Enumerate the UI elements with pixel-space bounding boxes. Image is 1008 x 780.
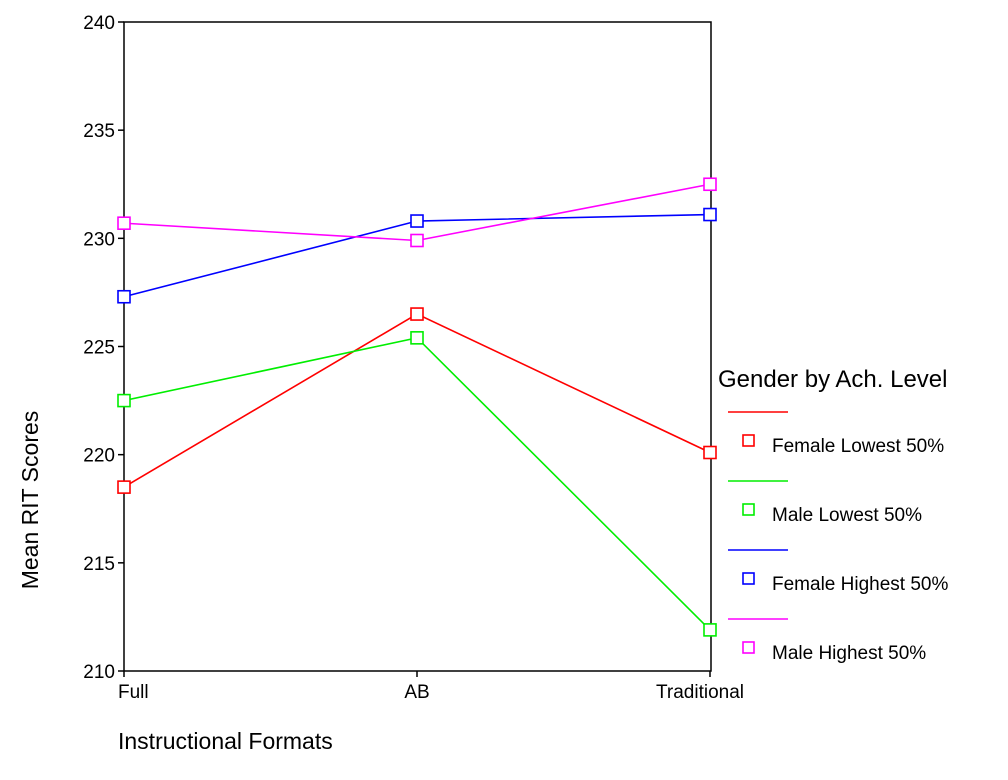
series-group <box>117 307 717 494</box>
plot-frame <box>123 21 712 672</box>
legend-marker-swatch <box>742 641 755 654</box>
series-marker <box>703 177 717 192</box>
x-tick-label: AB <box>404 682 429 703</box>
series-line <box>123 336 711 631</box>
y-tick-label: 220 <box>83 446 115 467</box>
series-group <box>117 207 717 304</box>
legend: Gender by Ach. Level Female Lowest 50% Ma… <box>718 366 948 664</box>
series-marker <box>410 214 424 228</box>
legend-marker-swatch <box>742 572 755 585</box>
series-marker <box>703 623 717 637</box>
legend-marker-swatch <box>742 503 755 516</box>
y-tick-label: 215 <box>83 554 115 575</box>
legend-label: Female Highest 50% <box>772 574 948 595</box>
series-group <box>117 331 717 637</box>
legend-label: Male Lowest 50% <box>772 505 922 526</box>
series-marker <box>410 233 424 248</box>
legend-entry: Male Lowest 50% <box>728 480 922 526</box>
series-marker <box>703 207 717 222</box>
y-tick-label: 230 <box>83 229 115 250</box>
legend-entry: Female Lowest 50% <box>728 411 944 457</box>
legend-title: Gender by Ach. Level <box>718 366 947 393</box>
series-marker <box>410 331 424 345</box>
legend-label: Male Highest 50% <box>772 643 926 664</box>
series-marker <box>117 289 131 304</box>
series-marker <box>117 393 131 408</box>
series-layer <box>117 177 717 637</box>
series-marker <box>117 216 131 230</box>
series-line <box>123 183 711 242</box>
legend-marker-swatch <box>742 434 755 447</box>
legend-entry: Male Highest 50% <box>728 618 926 664</box>
series-marker <box>410 307 424 321</box>
x-tick-label: Traditional <box>656 682 744 703</box>
y-tick-label: 210 <box>83 662 115 683</box>
series-group <box>117 177 717 248</box>
legend-entry: Female Highest 50% <box>728 549 948 595</box>
series-marker <box>703 445 717 460</box>
x-axis: Full AB Traditional <box>118 671 744 703</box>
y-tick-label: 225 <box>83 338 115 359</box>
y-tick-label: 240 <box>83 13 115 34</box>
plot-area-border <box>123 21 712 672</box>
x-axis-title: Instructional Formats <box>118 728 333 754</box>
legend-label: Female Lowest 50% <box>772 436 944 457</box>
x-tick-label: Full <box>118 682 149 703</box>
y-axis-title: Mean RIT Scores <box>17 411 43 590</box>
y-axis: 210 215 220 225 230 235 240 <box>83 13 124 683</box>
series-marker <box>117 480 131 494</box>
y-tick-label: 235 <box>83 121 115 142</box>
